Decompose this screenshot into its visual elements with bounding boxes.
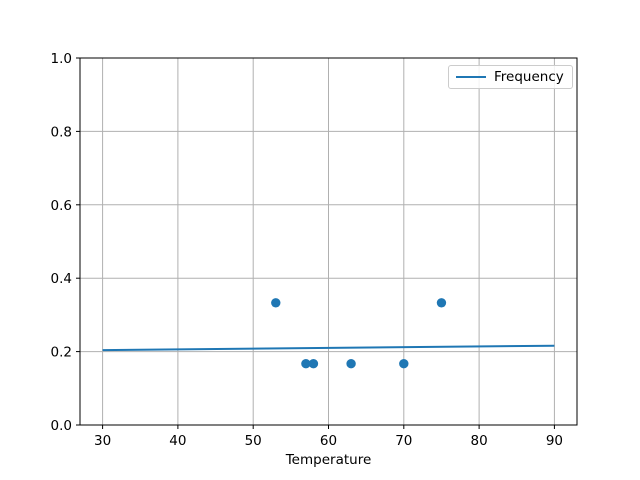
x-tick-label: 40 bbox=[169, 433, 186, 449]
x-tick-label: 50 bbox=[245, 433, 262, 449]
x-axis-label: Temperature bbox=[285, 452, 372, 468]
y-tick-label: 0.2 bbox=[51, 345, 72, 361]
scatter-point bbox=[399, 359, 409, 369]
y-tick-label: 0.0 bbox=[51, 418, 72, 434]
data-layer bbox=[102, 298, 555, 369]
scatter-point bbox=[436, 298, 447, 308]
y-tick-label: 0.8 bbox=[51, 124, 72, 140]
scatter-point bbox=[271, 298, 281, 308]
axes-layer: 30 40 50 60 70 80 90 0.0 0.2 0.4 0.6 0.8 1.0 bbox=[51, 51, 578, 449]
grid-layer bbox=[80, 57, 577, 426]
y-tick-label: 0.6 bbox=[51, 198, 72, 214]
x-tick-label: 80 bbox=[471, 433, 488, 449]
scatter-point bbox=[308, 359, 319, 369]
scatter-point bbox=[346, 359, 356, 369]
x-tick-label: 70 bbox=[395, 433, 412, 449]
scatter-point bbox=[301, 359, 311, 369]
x-tick-label: 60 bbox=[320, 433, 337, 449]
frequency-line bbox=[102, 344, 555, 352]
x-tick-label: 90 bbox=[546, 433, 563, 449]
x-tick-label: 30 bbox=[94, 433, 111, 449]
y-tick-label: 0.4 bbox=[51, 271, 72, 287]
y-tick-label: 1.0 bbox=[51, 51, 72, 67]
legend-line-icon bbox=[456, 76, 486, 78]
legend-label: Frequency bbox=[494, 69, 564, 85]
legend: Frequency bbox=[448, 65, 573, 89]
